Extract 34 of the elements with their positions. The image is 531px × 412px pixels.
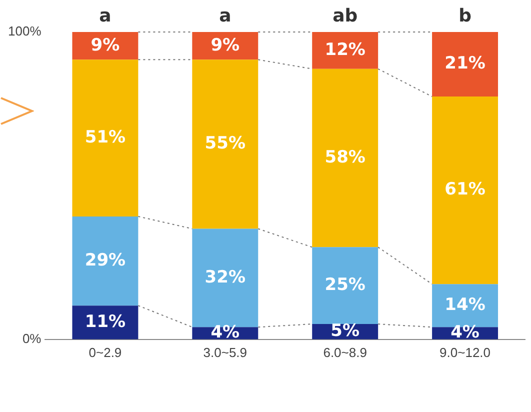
y-tick-label: 100% (8, 24, 42, 39)
annotation: ab (332, 6, 358, 27)
bar (72, 60, 138, 216)
data-label: 21% (444, 54, 486, 74)
data-label: 14% (444, 295, 486, 316)
data-label: 58% (324, 147, 366, 168)
data-label: 5% (330, 321, 360, 342)
x-tick-label: 9.0~12.0 (440, 344, 491, 360)
data-label: 61% (444, 180, 486, 200)
data-label: 12% (324, 40, 366, 60)
annotation: a (99, 6, 112, 27)
bar (432, 32, 498, 97)
data-label: 11% (84, 312, 126, 332)
x-tick-label: 3.0~5.9 (203, 344, 248, 360)
y-tick-label: 0% (22, 330, 42, 346)
bar (312, 247, 378, 324)
data-label: 51% (84, 127, 126, 148)
data-label: 4% (450, 322, 480, 343)
bar (312, 32, 378, 69)
data-label: 32% (204, 267, 246, 288)
bar (432, 96, 498, 284)
x-tick-label: 6.0~8.9 (323, 344, 367, 360)
bar (312, 68, 378, 248)
annotation: a (219, 6, 232, 27)
data-label: 9% (90, 35, 120, 56)
data-label: 29% (84, 250, 126, 270)
bar (192, 60, 258, 229)
data-label: 25% (324, 275, 366, 296)
data-label: 9% (210, 35, 240, 56)
data-label: 55% (204, 134, 246, 154)
annotation: b (458, 6, 472, 27)
data-label: 4% (210, 322, 240, 343)
bar (72, 216, 138, 306)
x-tick-label: 0~2.9 (88, 344, 122, 360)
